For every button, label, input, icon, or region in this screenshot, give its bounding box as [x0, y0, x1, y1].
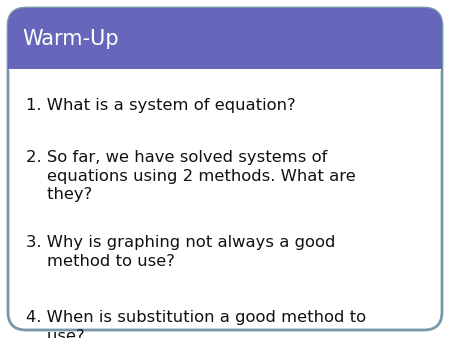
FancyBboxPatch shape — [8, 8, 442, 70]
Text: 4. When is substitution a good method to
    use?: 4. When is substitution a good method to… — [26, 310, 366, 338]
Text: 2. So far, we have solved systems of
    equations using 2 methods. What are
   : 2. So far, we have solved systems of equ… — [26, 150, 356, 202]
Text: 1. What is a system of equation?: 1. What is a system of equation? — [26, 98, 296, 113]
FancyBboxPatch shape — [8, 52, 442, 70]
Text: Warm-Up: Warm-Up — [22, 29, 119, 49]
FancyBboxPatch shape — [8, 8, 442, 330]
Text: 3. Why is graphing not always a good
    method to use?: 3. Why is graphing not always a good met… — [26, 235, 335, 269]
